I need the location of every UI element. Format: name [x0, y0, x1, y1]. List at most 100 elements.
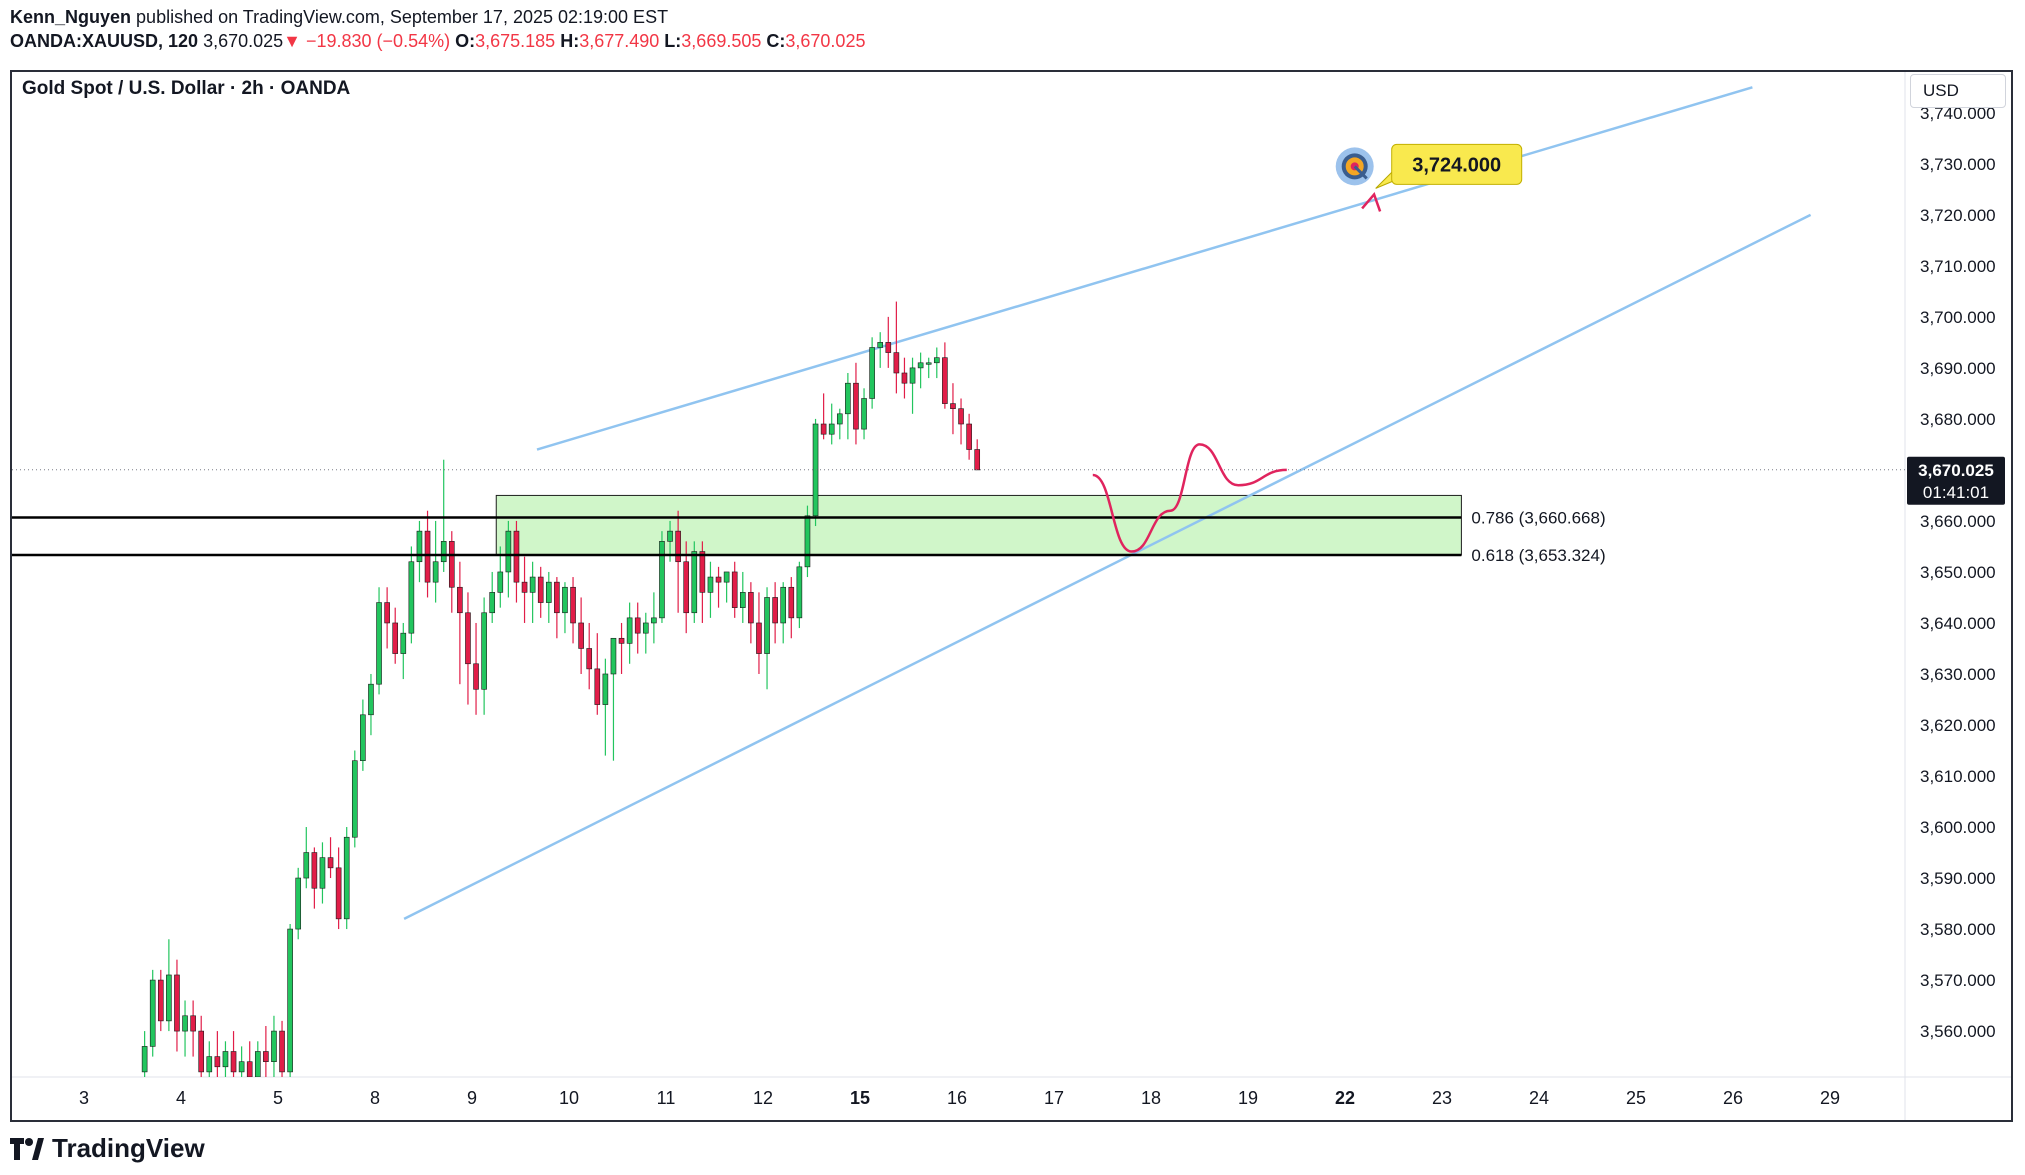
candle-body [149, 979, 156, 1047]
price-tick-label: 3,570.000 [1920, 971, 1996, 990]
candle-body [384, 602, 390, 624]
time-tick-label: 5 [273, 1088, 283, 1108]
candle-body [505, 530, 512, 573]
candle-body [457, 586, 463, 614]
time-tick-label: 29 [1820, 1088, 1840, 1108]
chart-grid [12, 72, 2011, 1120]
candle-body [691, 551, 698, 614]
time-tick-label: 22 [1335, 1088, 1355, 1108]
candle-body [578, 622, 584, 649]
trendlines-layer [403, 86, 1812, 920]
candle-body [473, 663, 479, 690]
candle-body [311, 852, 318, 889]
price-tick-label: 3,630.000 [1920, 665, 1996, 684]
candle-body [529, 576, 536, 593]
candle-body [424, 530, 431, 583]
candle-body [748, 592, 754, 624]
candle-body [731, 571, 738, 608]
candle-body [966, 423, 972, 450]
candle-body [699, 551, 706, 593]
overlay-layer [12, 191, 1905, 557]
candle-body [432, 561, 439, 583]
candle-body [174, 974, 180, 1032]
candle-body [642, 622, 649, 634]
candle-body [376, 602, 382, 685]
tradingview-logo-icon [10, 1137, 44, 1160]
candle-body [933, 357, 940, 364]
support-trendline [403, 213, 1812, 920]
candle-body [820, 423, 827, 435]
time-tick-label: 23 [1432, 1088, 1452, 1108]
candle-body [287, 928, 293, 1073]
candle-body [812, 423, 819, 517]
current-price-label: 3,670.025 [1918, 461, 1994, 480]
candle-body [893, 352, 900, 374]
close-value: 3,670.025 [785, 31, 866, 51]
chart-title: Gold Spot / U.S. Dollar · 2h · OANDA [22, 78, 351, 99]
candle-body [327, 857, 334, 869]
candle-body [408, 561, 415, 634]
time-tick-label: 15 [850, 1088, 870, 1108]
candle-body [594, 668, 601, 705]
candle-body [335, 867, 342, 920]
candle-body [416, 530, 423, 563]
candle-body [602, 673, 609, 705]
candle-body [271, 1030, 277, 1062]
target-dart [1353, 165, 1368, 180]
tradingview-logo[interactable]: TradingView [10, 1133, 205, 1164]
candle-body [683, 561, 690, 614]
price-tick-label: 3,590.000 [1920, 869, 1996, 888]
candle-body [238, 1061, 245, 1073]
current-price-badge [1907, 456, 2005, 505]
candle-body [780, 586, 787, 624]
price-tick-label: 3,660.000 [1920, 512, 1996, 531]
candle-body [554, 581, 560, 614]
down-triangle-icon: ▼ [283, 31, 301, 51]
candle-body [351, 760, 358, 838]
candle-body [756, 622, 762, 654]
candle-body [772, 597, 778, 624]
candle-body [723, 571, 730, 583]
candle-body [861, 398, 867, 430]
price-tick-label: 3,730.000 [1920, 155, 1996, 174]
arrow-head [1361, 191, 1382, 212]
candle-body [634, 617, 641, 634]
price-tick-label: 3,740.000 [1920, 104, 1996, 123]
candle-body [440, 541, 447, 563]
candle-body [901, 372, 908, 384]
price-tick-label: 3,680.000 [1920, 410, 1996, 429]
candle-body [303, 852, 310, 879]
candle-body [190, 1015, 196, 1032]
candle-body [885, 342, 892, 353]
time-tick-label: 17 [1044, 1088, 1064, 1108]
price-tick-label: 3,580.000 [1920, 920, 1996, 939]
open-label: O: [455, 31, 476, 51]
candle-body [828, 423, 835, 435]
time-tick-label: 11 [657, 1088, 676, 1108]
price-axis-layer: 3,560.000 3,570.000 3,580.000 3,590.000 3,60… [79, 104, 2005, 1108]
time-tick-label: 16 [947, 1088, 967, 1108]
countdown-label: 01:41:01 [1923, 483, 1989, 502]
candle-body [836, 413, 843, 425]
symbol-label: OANDA:XAUUSD, 120 [10, 31, 199, 51]
candle-body [222, 1051, 229, 1068]
candle-body [360, 714, 366, 762]
publish-info: Kenn_Nguyen published on TradingView.com… [10, 6, 668, 28]
candle-body [263, 1051, 269, 1062]
currency-selector[interactable]: USD [1910, 74, 2006, 108]
candle-body [246, 1061, 253, 1077]
candle-body [545, 581, 552, 603]
candle-body [788, 586, 795, 619]
target-label-box [1391, 143, 1523, 185]
price-tick-label: 3,710.000 [1920, 257, 1996, 276]
candle-body [618, 637, 625, 644]
author-name[interactable]: Kenn_Nguyen [10, 7, 132, 27]
low-label: L: [664, 31, 682, 51]
time-tick-label: 26 [1723, 1088, 1743, 1108]
candle-body [764, 597, 770, 654]
candle-body [319, 857, 326, 889]
candle-body [925, 362, 932, 365]
candle-body [465, 612, 471, 665]
candle-body [707, 576, 714, 593]
